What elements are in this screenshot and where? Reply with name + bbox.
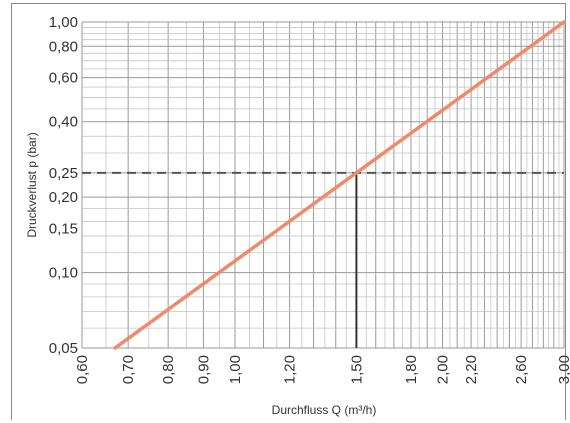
x-tick-label: 3,00 <box>556 355 570 384</box>
y-axis-title: Druckverlust p (bar) <box>25 132 39 237</box>
x-axis-title: Durchfluss Q (m³/h) <box>272 403 377 417</box>
x-tick-label: 2,60 <box>513 355 530 384</box>
y-tick-label: 1,00 <box>49 14 78 31</box>
x-tick-label: 1,50 <box>348 355 365 384</box>
y-tick-label: 0,80 <box>49 38 78 55</box>
y-tick-label: 0,60 <box>49 70 78 87</box>
series-layer <box>113 20 566 350</box>
x-tick-label: 2,20 <box>463 355 480 384</box>
y-tick-label: 0,20 <box>49 189 78 206</box>
series-line-0 <box>113 20 566 350</box>
grid <box>81 21 565 349</box>
x-tick-label: 0,60 <box>74 355 91 384</box>
x-tick-label: 1,20 <box>282 355 299 384</box>
x-tick-label: 0,70 <box>120 355 137 384</box>
y-tick-label: 0,15 <box>49 220 78 237</box>
y-tick-label: 0,40 <box>49 114 78 131</box>
x-tick-label: 1,00 <box>227 355 244 384</box>
y-tick-label: 0,10 <box>49 265 78 282</box>
tick-labels: 1,000,800,600,400,250,200,150,100,050,60… <box>49 14 570 384</box>
reference-lines <box>82 171 564 348</box>
x-tick-label: 0,80 <box>160 355 177 384</box>
y-tick-label: 0,25 <box>49 165 78 182</box>
x-tick-label: 2,00 <box>435 355 452 384</box>
chart-frame <box>11 3 566 420</box>
y-tick-label: 0,05 <box>49 340 78 357</box>
x-tick-label: 1,80 <box>403 355 420 384</box>
x-tick-label: 0,90 <box>195 355 212 384</box>
